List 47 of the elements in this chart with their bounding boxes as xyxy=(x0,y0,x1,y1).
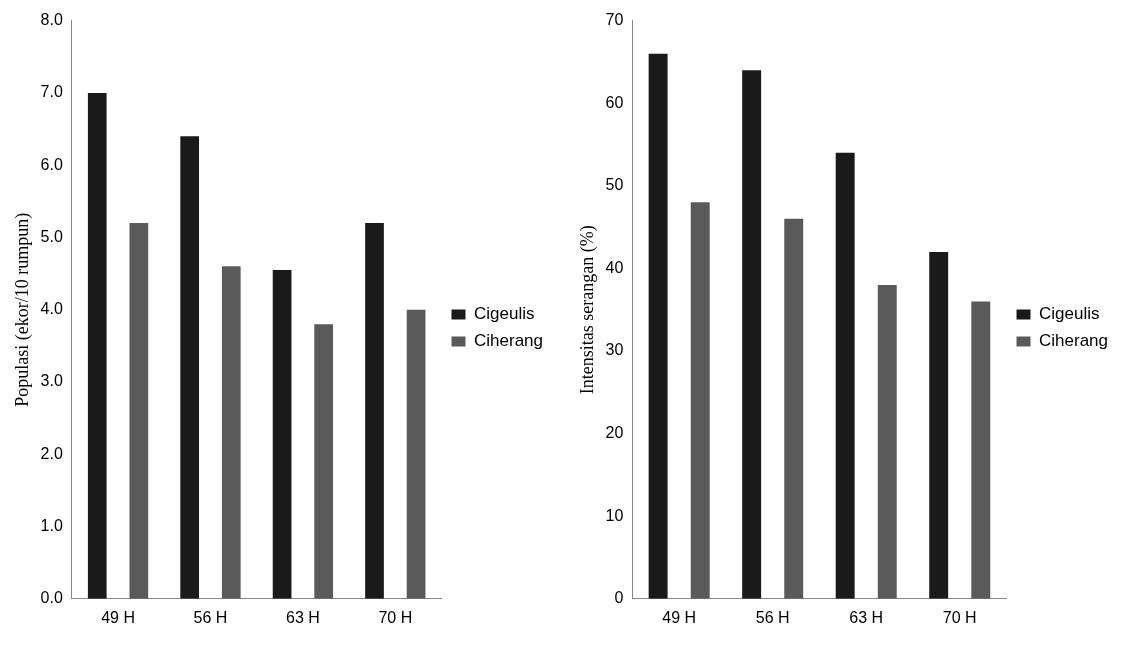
y-tick-label: 3.0 xyxy=(40,372,63,390)
bar xyxy=(180,136,200,599)
bar xyxy=(314,324,334,599)
legend-label: Cigeulis xyxy=(474,304,535,324)
legend-label: Ciherang xyxy=(1039,331,1109,351)
x-tick-label: 70 H xyxy=(378,608,413,626)
bar xyxy=(784,218,804,599)
y-tick-label: 70 xyxy=(605,11,624,29)
y-tick-label: 40 xyxy=(605,258,624,276)
x-tick-label: 49 H xyxy=(101,608,135,626)
x-tick-label: 49 H xyxy=(662,608,697,626)
y-tick-label: 2.0 xyxy=(40,444,63,462)
y-tick-label: 6.0 xyxy=(40,155,63,173)
bar xyxy=(877,284,897,599)
bar xyxy=(835,152,855,599)
x-tick-label: 70 H xyxy=(942,608,977,626)
bar xyxy=(365,222,384,599)
y-tick-label: 7.0 xyxy=(40,83,63,101)
x-tick-label: 56 H xyxy=(755,608,790,626)
y-tick-label: 8.0 xyxy=(40,11,63,29)
bar xyxy=(221,266,241,599)
bar xyxy=(272,269,292,599)
x-tick-label: 56 H xyxy=(193,608,228,626)
y-axis-title: Intensitas serangan (%) xyxy=(576,225,598,395)
bar xyxy=(87,92,107,599)
bar xyxy=(690,202,710,599)
x-tick-label: 63 H xyxy=(849,608,884,626)
bar xyxy=(742,70,762,599)
y-tick-label: 50 xyxy=(605,176,624,194)
bar xyxy=(929,251,949,599)
y-tick-label: 1.0 xyxy=(40,516,63,534)
y-tick-label: 5.0 xyxy=(40,227,63,245)
y-tick-label: 0 xyxy=(614,589,624,607)
bar xyxy=(971,301,991,599)
y-tick-label: 0.0 xyxy=(40,589,63,607)
legend-label: Ciherang xyxy=(474,331,544,351)
bar xyxy=(406,309,426,599)
bar xyxy=(129,222,149,599)
y-tick-label: 10 xyxy=(605,506,624,524)
bar xyxy=(648,53,668,599)
y-tick-label: 4.0 xyxy=(40,300,63,318)
y-tick-label: 20 xyxy=(605,424,624,442)
y-tick-label: 60 xyxy=(605,93,624,111)
y-tick-label: 30 xyxy=(605,341,624,359)
x-tick-label: 63 H xyxy=(285,608,320,626)
y-axis-title: Populasi (ekor/10 rumpun) xyxy=(11,212,33,407)
legend-label: Cigeulis xyxy=(1039,304,1100,324)
